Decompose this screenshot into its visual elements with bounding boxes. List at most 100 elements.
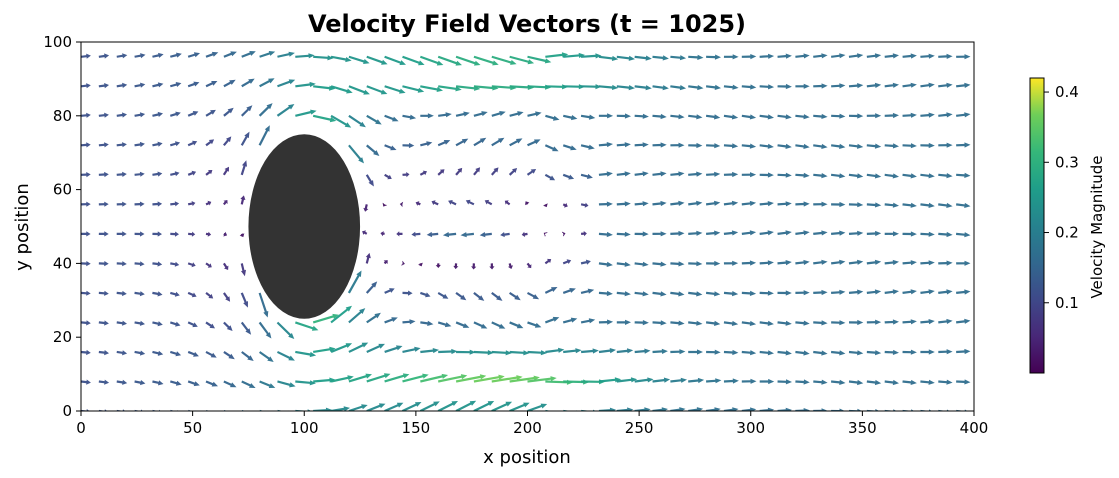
velocity-arrow bbox=[956, 260, 971, 266]
velocity-arrow bbox=[777, 407, 792, 411]
velocity-arrow bbox=[759, 114, 774, 120]
velocity-arrow bbox=[426, 231, 439, 238]
velocity-arrow bbox=[98, 171, 109, 178]
x-tick-label: 400 bbox=[960, 419, 989, 437]
velocity-arrow bbox=[795, 259, 810, 265]
velocity-arrow bbox=[741, 320, 757, 326]
velocity-arrow bbox=[491, 55, 517, 65]
velocity-arrow bbox=[170, 231, 179, 237]
velocity-arrow bbox=[795, 83, 810, 89]
velocity-arrow bbox=[545, 52, 569, 58]
velocity-arrow bbox=[205, 262, 212, 268]
velocity-arrow bbox=[706, 84, 721, 90]
velocity-arrow bbox=[545, 316, 560, 324]
velocity-arrow bbox=[884, 259, 899, 266]
velocity-arrow bbox=[866, 379, 882, 386]
velocity-arrow bbox=[152, 380, 164, 386]
velocity-arrow bbox=[973, 85, 974, 87]
velocity-arrow bbox=[759, 320, 774, 326]
velocity-arrow bbox=[437, 55, 462, 66]
velocity-arrow bbox=[116, 320, 127, 326]
velocity-arrow bbox=[116, 82, 128, 88]
velocity-arrow bbox=[759, 230, 774, 236]
velocity-arrow bbox=[884, 143, 899, 149]
velocity-arrow bbox=[81, 142, 91, 148]
velocity-arrow bbox=[705, 407, 721, 411]
obstacle-ellipse bbox=[248, 134, 361, 319]
velocity-arrow bbox=[670, 377, 687, 383]
velocity-arrow bbox=[759, 201, 774, 207]
velocity-arrow bbox=[205, 292, 214, 299]
x-tick-label: 150 bbox=[402, 419, 431, 437]
velocity-arrow bbox=[116, 142, 127, 148]
velocity-arrow bbox=[848, 143, 864, 149]
velocity-arrow bbox=[759, 84, 775, 90]
velocity-arrow bbox=[634, 231, 649, 237]
velocity-arrow bbox=[795, 350, 810, 356]
velocity-arrow bbox=[544, 258, 552, 265]
velocity-arrow bbox=[509, 321, 524, 329]
velocity-arrow bbox=[205, 351, 217, 358]
velocity-arrow bbox=[831, 53, 846, 59]
velocity-arrow bbox=[973, 233, 974, 236]
velocity-arrow bbox=[670, 407, 686, 411]
velocity-arrow bbox=[295, 321, 319, 331]
velocity-arrow bbox=[902, 231, 917, 237]
velocity-arrow bbox=[170, 380, 182, 386]
velocity-arrow bbox=[455, 374, 487, 383]
velocity-arrow bbox=[616, 55, 635, 61]
velocity-arrow bbox=[152, 201, 163, 207]
velocity-arrow bbox=[134, 171, 145, 177]
velocity-arrow bbox=[920, 112, 935, 118]
velocity-arrow bbox=[848, 202, 864, 208]
velocity-arrow bbox=[241, 380, 256, 388]
velocity-arrow bbox=[453, 263, 459, 270]
velocity-arrow bbox=[473, 167, 481, 176]
velocity-arrow bbox=[134, 261, 145, 267]
velocity-arrow bbox=[205, 200, 212, 206]
velocity-arrow bbox=[116, 171, 127, 177]
velocity-arrow bbox=[362, 230, 368, 235]
velocity-arrow bbox=[741, 114, 757, 120]
velocity-arrow bbox=[902, 319, 917, 325]
velocity-arrow bbox=[116, 379, 128, 385]
velocity-arrow bbox=[473, 55, 499, 66]
velocity-arrow bbox=[544, 173, 556, 181]
velocity-arrow bbox=[187, 170, 197, 176]
velocity-arrow bbox=[580, 288, 595, 294]
velocity-arrow bbox=[866, 113, 882, 119]
velocity-arrow bbox=[974, 379, 988, 384]
velocity-arrow bbox=[598, 377, 622, 383]
velocity-arrow bbox=[152, 141, 163, 147]
velocity-arrow bbox=[884, 112, 899, 119]
velocity-arrow bbox=[491, 292, 503, 301]
velocity-arrow bbox=[598, 261, 613, 267]
velocity-arrow bbox=[688, 291, 703, 297]
velocity-arrow bbox=[402, 114, 417, 120]
velocity-arrow bbox=[813, 113, 828, 119]
velocity-arrow bbox=[634, 377, 654, 383]
velocity-arrow bbox=[313, 85, 336, 91]
velocity-arrow bbox=[116, 261, 127, 267]
velocity-arrow bbox=[616, 348, 634, 354]
velocity-arrow bbox=[777, 290, 792, 296]
velocity-arrow bbox=[152, 291, 163, 297]
velocity-arrow bbox=[134, 291, 145, 297]
velocity-arrow bbox=[616, 85, 635, 91]
velocity-arrow bbox=[795, 143, 810, 149]
velocity-arrow bbox=[831, 289, 846, 295]
velocity-arrow bbox=[170, 82, 182, 88]
velocity-arrow bbox=[777, 143, 792, 149]
velocity-arrow bbox=[723, 171, 739, 178]
velocity-arrow bbox=[98, 112, 109, 118]
velocity-arrow bbox=[849, 319, 864, 326]
velocity-arrow bbox=[509, 375, 540, 383]
velocity-arrow bbox=[561, 231, 566, 237]
velocity-arrow bbox=[831, 350, 846, 356]
velocity-arrow bbox=[509, 55, 535, 65]
velocity-arrow bbox=[688, 54, 704, 60]
velocity-arrow bbox=[688, 349, 703, 355]
velocity-arrow bbox=[509, 402, 530, 411]
velocity-arrow bbox=[706, 230, 721, 236]
velocity-arrow bbox=[471, 263, 477, 270]
